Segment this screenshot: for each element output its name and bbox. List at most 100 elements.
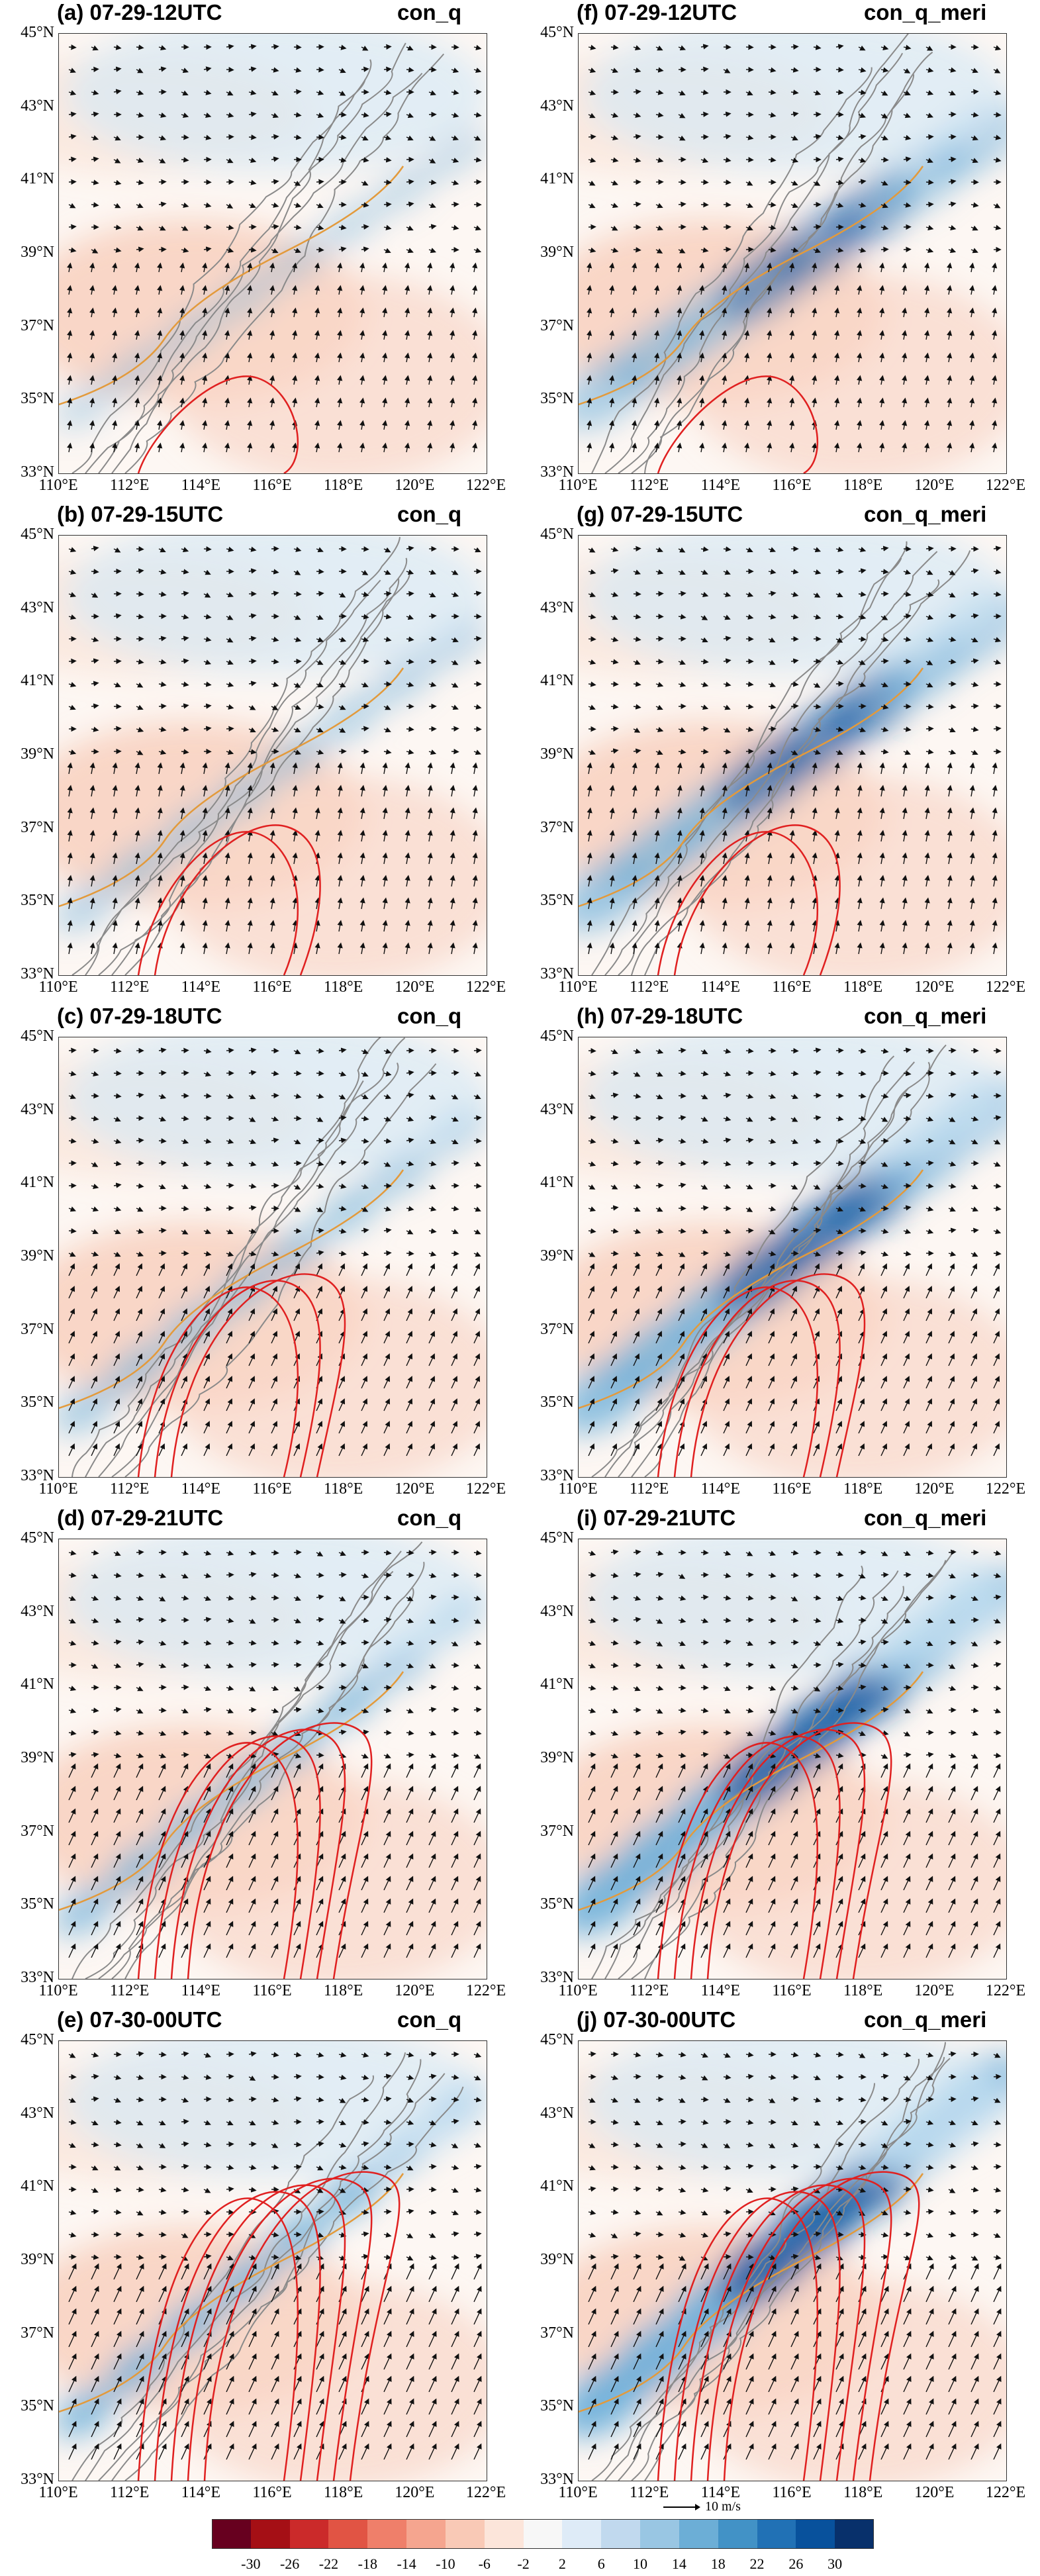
latitude-label: 41°N (540, 1676, 574, 1693)
wind-vector (970, 1731, 979, 1737)
longitude-label: 122°E (985, 978, 1026, 996)
map-svg (579, 1037, 1006, 1477)
colorbar-tick-label: -14 (397, 2555, 416, 2572)
wind-vector (633, 112, 641, 118)
latitude-label: 45°N (540, 2031, 574, 2048)
positive-shading (106, 342, 171, 395)
wind-vector (91, 2187, 99, 2193)
wind-vector (246, 262, 253, 273)
wind-vector (473, 2263, 482, 2280)
longitude-label: 116°E (772, 477, 812, 494)
wind-vector (723, 704, 731, 710)
wind-vector (993, 89, 1002, 95)
wind-vector (134, 397, 140, 408)
latitude-label: 43°N (21, 97, 54, 115)
wind-vector (970, 2231, 979, 2238)
wind-vector (473, 1753, 481, 1759)
wind-vector (700, 681, 709, 687)
wind-vector (338, 68, 346, 73)
colorbar-border (212, 2519, 874, 2549)
wind-vector (903, 2255, 912, 2261)
wind-vector (66, 262, 73, 273)
panel-title: (g) 07-29-15UTC (577, 502, 743, 526)
wind-vector (68, 44, 77, 50)
wind-vector (91, 1729, 99, 1735)
wind-vector (948, 2254, 957, 2260)
latitude-label: 41°N (21, 672, 54, 690)
longitude-label: 118°E (323, 2484, 363, 2501)
wind-vector (473, 1808, 481, 1823)
wind-vector (633, 1686, 641, 1692)
wind-vector (608, 442, 615, 453)
wind-vector (835, 1071, 844, 1076)
wind-vector (224, 442, 230, 453)
wind-vector (655, 1137, 664, 1143)
latitude-label: 39°N (540, 1247, 574, 1264)
map-svg (579, 34, 1006, 473)
wind-vector (970, 1263, 978, 1276)
wind-vector (271, 2254, 279, 2260)
wind-vector (181, 68, 189, 73)
wind-vector (269, 442, 275, 453)
wind-vector (472, 942, 478, 955)
wind-vector (271, 156, 279, 162)
wind-vector (880, 1753, 888, 1759)
wind-vector (426, 442, 433, 453)
wind-vector (68, 682, 77, 688)
wind-vector (609, 942, 615, 955)
wind-vector (89, 397, 95, 408)
wind-vector (91, 2052, 99, 2058)
wind-vector (633, 2443, 641, 2460)
wind-vector (835, 569, 844, 575)
wind-vector (406, 1229, 414, 1235)
wind-vector (361, 1763, 369, 1778)
wind-vector (338, 157, 347, 163)
wind-vector (903, 1572, 912, 1578)
wind-vector (66, 375, 73, 385)
longitude-label: 116°E (772, 2484, 812, 2501)
latitude-label: 33°N (540, 463, 574, 481)
wind-vector (91, 2074, 99, 2079)
wind-vector (224, 397, 230, 408)
wind-vector (426, 397, 433, 408)
wind-vector (246, 330, 253, 340)
wind-vector (993, 1263, 1000, 1276)
wind-vector (473, 1229, 481, 1235)
wind-vector (271, 202, 279, 208)
wind-vector (136, 1708, 144, 1714)
wind-vector (698, 442, 705, 453)
wind-vector (291, 307, 298, 318)
wind-vector (406, 1251, 414, 1257)
wind-vector (946, 262, 953, 273)
wind-vector (91, 45, 99, 51)
wind-vector (768, 89, 777, 95)
wind-vector (473, 2052, 482, 2058)
wind-vector (880, 1263, 888, 1276)
wind-vector (428, 2254, 437, 2260)
longitude-label: 114°E (181, 2484, 221, 2501)
wind-vector (383, 591, 392, 596)
wind-vector (293, 704, 301, 710)
wind-vector (700, 66, 709, 72)
wind-vector (835, 1572, 844, 1578)
wind-vector (293, 1639, 302, 1645)
wind-vector (226, 90, 234, 96)
wind-vector (381, 420, 388, 430)
panel-variable: con_q (397, 502, 462, 526)
wind-vector (880, 1572, 889, 1578)
wind-vector (880, 2232, 889, 2238)
wind-vector (316, 1752, 324, 1758)
wind-vector (925, 45, 933, 51)
wind-vector (203, 224, 212, 230)
wind-vector (136, 179, 144, 185)
wind-vector (768, 704, 777, 710)
wind-vector (91, 1443, 98, 1456)
wind-vector (293, 727, 301, 733)
wind-vector (745, 1184, 753, 1190)
wind-vector (226, 2209, 234, 2215)
wind-vector (858, 45, 866, 51)
wind-vector (473, 2142, 482, 2148)
wind-vector (948, 134, 957, 140)
wind-vector (428, 1251, 437, 1257)
longitude-label: 118°E (843, 2484, 883, 2501)
